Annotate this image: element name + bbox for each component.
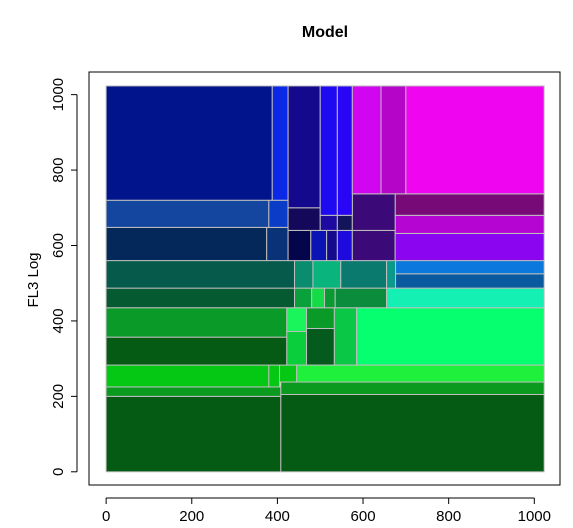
treemap-cell xyxy=(286,330,308,366)
treemap-cell xyxy=(287,207,321,231)
treemap-cell xyxy=(394,193,545,216)
chart-title: Model xyxy=(302,24,348,41)
treemap-cell xyxy=(306,327,335,366)
treemap-cell xyxy=(271,85,289,201)
treemap-cell xyxy=(333,307,358,366)
x-axis: 0 200 400 600 800 1000 xyxy=(102,497,551,525)
treemap-cell xyxy=(319,85,338,216)
x-tick-label: 600 xyxy=(351,508,376,525)
treemap-cell xyxy=(294,260,314,289)
treemap-cell xyxy=(105,364,270,388)
treemap-cell xyxy=(105,395,282,473)
treemap-cell xyxy=(326,229,338,262)
treemap-cell xyxy=(319,214,338,231)
treemap-cell xyxy=(356,307,545,366)
treemap-cell xyxy=(351,229,396,262)
treemap-cell xyxy=(294,287,313,309)
treemap-cell xyxy=(266,226,289,262)
treemap-cell xyxy=(306,307,335,329)
treemap-cell xyxy=(386,287,545,309)
treemap-cell xyxy=(279,364,298,383)
treemap-cell xyxy=(268,199,289,228)
treemap-cell xyxy=(280,381,545,395)
treemap-cell xyxy=(351,85,382,195)
treemap-cell xyxy=(105,260,296,289)
treemap-cell xyxy=(287,229,312,262)
x-tick-label: 400 xyxy=(265,508,290,525)
plot-frame xyxy=(88,71,561,486)
treemap-cell xyxy=(351,193,396,231)
treemap-cell xyxy=(105,226,268,262)
treemap-cell xyxy=(286,307,308,332)
treemap-cell xyxy=(105,307,288,338)
y-tick-label: 0 xyxy=(50,468,67,476)
treemap-cell xyxy=(336,229,353,262)
treemap-cell xyxy=(105,85,273,201)
x-tick-label: 1000 xyxy=(518,508,551,525)
treemap-cell xyxy=(336,214,353,231)
treemap-cell xyxy=(311,287,325,309)
treemap-cell xyxy=(268,364,281,388)
x-tick-label: 0 xyxy=(102,508,110,525)
y-tick-label: 1000 xyxy=(50,78,67,111)
treemap-cell xyxy=(394,214,545,234)
treemap-cell xyxy=(310,229,328,262)
treemap-cell xyxy=(105,287,296,309)
treemap-cell xyxy=(394,232,545,262)
y-tick-label: 200 xyxy=(50,384,67,409)
treemap-cell xyxy=(386,260,397,289)
treemap-cell xyxy=(105,386,282,397)
treemap-cell xyxy=(395,273,545,289)
x-tick-label: 200 xyxy=(179,508,204,525)
treemap-cells xyxy=(105,85,545,473)
y-tick-label: 800 xyxy=(50,158,67,183)
treemap-cell xyxy=(395,260,545,275)
x-tick-label: 800 xyxy=(436,508,461,525)
y-axis: 0 200 400 600 800 1000 xyxy=(50,78,78,476)
treemap-cell xyxy=(380,85,407,195)
treemap-cell xyxy=(340,260,388,289)
treemap-cell xyxy=(105,199,270,228)
treemap-cell xyxy=(287,85,321,209)
y-tick-label: 600 xyxy=(50,233,67,258)
y-axis-label: FL3 Log xyxy=(25,252,42,307)
y-tick-label: 400 xyxy=(50,308,67,333)
treemap-cell xyxy=(312,260,342,289)
treemap-cell xyxy=(324,287,336,309)
treemap-cell xyxy=(405,85,545,195)
treemap-cell xyxy=(336,85,353,216)
treemap-cell xyxy=(334,287,388,309)
treemap-cell xyxy=(296,364,545,383)
treemap-cell xyxy=(105,336,288,366)
treemap-cell xyxy=(280,393,545,473)
